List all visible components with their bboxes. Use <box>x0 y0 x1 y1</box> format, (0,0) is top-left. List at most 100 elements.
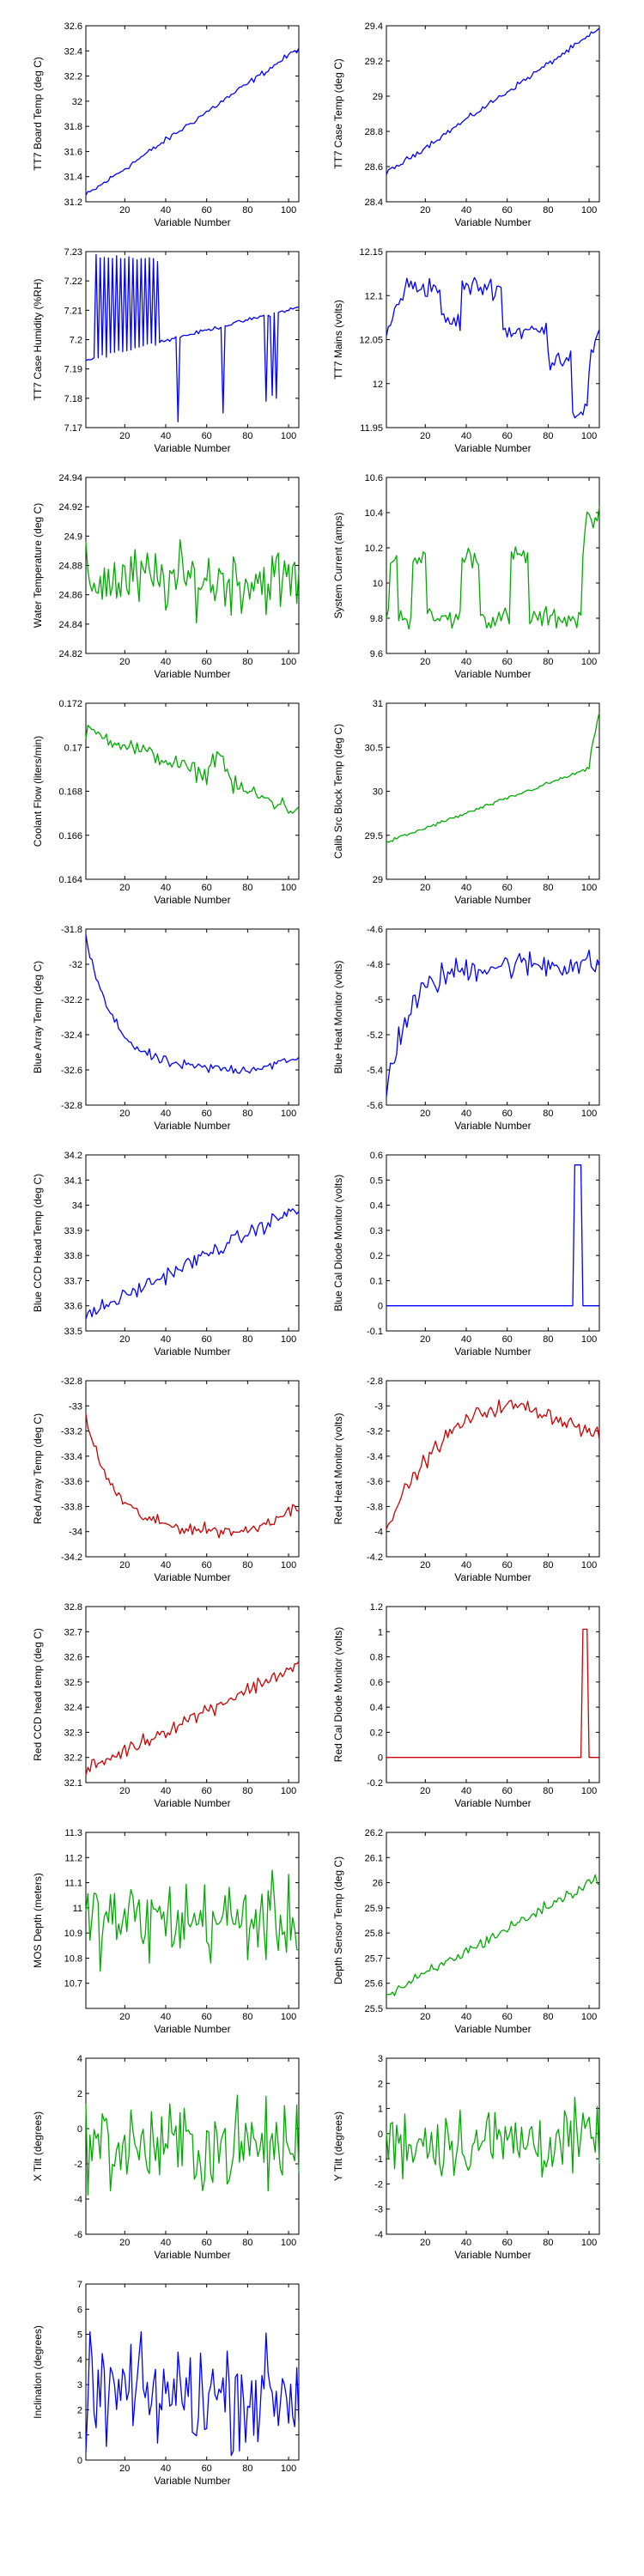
x-tick-label: 20 <box>119 883 130 893</box>
chart-panel: 20 40 60 80 100 28.4 28.6 28.8 29 29.2 29.4 Variabl… <box>332 21 600 228</box>
y-tick-label: 3 <box>378 2054 383 2064</box>
chart-panel: 20 40 60 80 100 -4 -3 -2 -1 0 1 2 3 Variable Number Y … <box>332 2054 600 2261</box>
y-tick-label: 0.1 <box>370 1276 383 1286</box>
y-axis-label: MOS Depth (meters) <box>32 1873 44 1968</box>
plot-frame <box>85 1380 300 1558</box>
x-tick-label: 40 <box>461 657 471 667</box>
y-tick-label: 32.3 <box>64 1728 82 1738</box>
y-tick-label: 31.8 <box>64 122 82 132</box>
x-tick-label: 80 <box>543 2238 553 2248</box>
x-axis-label: Variable Number <box>154 668 230 680</box>
y-tick-label: 2 <box>77 2089 82 2099</box>
y-tick-label: 10.7 <box>64 1979 82 1990</box>
x-tick-label: 20 <box>119 2464 130 2474</box>
x-tick-label: 20 <box>420 1786 430 1796</box>
y-tick-label: 32.2 <box>64 72 82 82</box>
x-tick-label: 100 <box>581 883 597 893</box>
plot-frame <box>386 1606 600 1783</box>
plot-frame <box>85 2283 300 2461</box>
y-tick-label: 10.8 <box>64 1953 82 1964</box>
x-tick-label: 80 <box>242 2464 252 2474</box>
x-tick-label: 20 <box>119 2012 130 2022</box>
y-tick-label: 32.6 <box>64 1653 82 1663</box>
y-tick-label: 33.8 <box>64 1251 82 1261</box>
y-tick-label: 0.166 <box>58 831 82 841</box>
y-tick-label: 0.4 <box>370 1703 383 1713</box>
x-tick-label: 20 <box>119 2238 130 2248</box>
chart-panel: 20 40 60 80 100 -0.2 0 0.2 0.4 0.6 0.8 1 1.2 Variable… <box>332 1602 600 1809</box>
y-tick-label: -0.2 <box>367 1778 383 1789</box>
x-axis-label: Variable Number <box>454 442 531 454</box>
y-tick-label: 0 <box>378 1302 383 1312</box>
x-tick-label: 80 <box>242 2012 252 2022</box>
plot-frame <box>85 1154 300 1332</box>
y-tick-label: 7.19 <box>64 365 82 375</box>
series-line <box>386 27 600 175</box>
y-tick-label: -32.2 <box>61 995 82 1005</box>
y-tick-label: 2 <box>378 2079 383 2089</box>
y-tick-label: 7 <box>77 2280 82 2290</box>
x-axis-label: Variable Number <box>154 442 230 454</box>
x-tick-label: 80 <box>543 205 553 216</box>
x-tick-label: 40 <box>161 431 171 441</box>
y-tick-label: 26.1 <box>365 1853 383 1863</box>
series-line <box>386 1164 599 1307</box>
y-tick-label: 28.4 <box>365 197 383 208</box>
y-tick-label: 32.5 <box>64 1678 82 1688</box>
x-tick-label: 20 <box>119 1334 130 1345</box>
y-tick-label: 32.1 <box>64 1778 82 1789</box>
y-tick-label: 29.4 <box>365 21 383 32</box>
x-tick-label: 80 <box>543 1334 553 1345</box>
y-tick-label: -3.6 <box>367 1477 383 1487</box>
y-tick-label: 32.8 <box>64 1602 82 1613</box>
y-tick-label: -33.2 <box>61 1427 82 1437</box>
x-tick-label: 80 <box>242 2238 252 2248</box>
x-tick-label: 60 <box>202 1334 212 1345</box>
x-axis-label: Variable Number <box>154 2475 230 2487</box>
x-tick-label: 60 <box>502 657 513 667</box>
x-tick-label: 60 <box>502 1109 513 1119</box>
x-tick-label: 40 <box>461 431 471 441</box>
y-tick-label: 11.2 <box>64 1853 82 1863</box>
series-line <box>85 253 300 422</box>
y-tick-label: 30.5 <box>365 743 383 753</box>
y-tick-label: 31 <box>373 699 383 709</box>
x-axis-label: Variable Number <box>454 1120 531 1132</box>
x-tick-label: 100 <box>281 1786 296 1796</box>
y-tick-label: -33.6 <box>61 1477 82 1487</box>
y-tick-label: 25.8 <box>365 1929 383 1939</box>
y-tick-label: -5.6 <box>367 1101 383 1111</box>
x-tick-label: 100 <box>581 2238 597 2248</box>
series-line <box>386 276 600 419</box>
x-tick-label: 100 <box>581 1109 597 1119</box>
plot-frame <box>85 928 300 1106</box>
x-axis-label: Variable Number <box>454 2023 531 2035</box>
y-tick-label: 29 <box>373 875 383 885</box>
series-line <box>85 934 300 1074</box>
y-tick-label: 25.7 <box>365 1953 383 1964</box>
y-axis-label: TT7 Case Humidity (%RH) <box>32 278 44 400</box>
y-tick-label: 0.5 <box>370 1176 383 1186</box>
y-tick-label: -32.4 <box>61 1030 82 1041</box>
y-tick-label: 24.82 <box>58 649 82 659</box>
x-tick-label: 60 <box>502 431 513 441</box>
y-tick-label: 4 <box>77 2054 82 2064</box>
x-tick-label: 80 <box>242 1109 252 1119</box>
x-tick-label: 60 <box>202 1109 212 1119</box>
x-tick-label: 100 <box>281 2238 296 2248</box>
y-tick-label: -4 <box>374 1528 383 1538</box>
x-tick-label: 80 <box>242 431 252 441</box>
y-tick-label: 5 <box>77 2330 82 2341</box>
y-tick-label: 7.17 <box>64 423 82 434</box>
plot-frame <box>386 251 600 428</box>
y-tick-label: 26.2 <box>365 1828 383 1838</box>
y-axis-label: Blue Cal Diode Monitor (volts) <box>332 1175 344 1311</box>
x-axis-label: Variable Number <box>154 1797 230 1809</box>
chart-panel: 20 40 60 80 100 32.1 32.2 32.3 32.4 32.5 32.6 32.7 3… <box>32 1602 300 1809</box>
series-line <box>386 2096 600 2180</box>
x-tick-label: 60 <box>202 1560 212 1571</box>
y-tick-label: 25.9 <box>365 1904 383 1914</box>
y-tick-label: 10 <box>373 579 383 589</box>
chart-panel: 20 40 60 80 100 -5.6 -5.4 -5.2 -5 -4.8 -4.6 Variabl… <box>332 925 600 1132</box>
x-tick-label: 100 <box>281 431 296 441</box>
